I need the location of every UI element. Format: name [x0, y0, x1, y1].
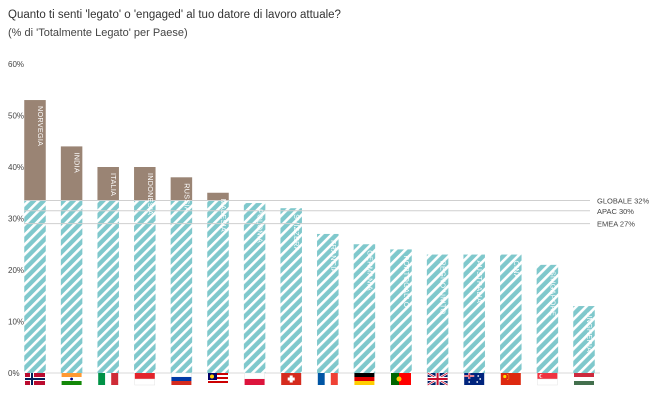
flag-india-icon: [61, 373, 82, 385]
flag-malaysia-icon: [208, 373, 228, 385]
flag-norway-icon: [25, 373, 45, 385]
bar-segment-below: [536, 264, 559, 373]
bar-segment-above: [60, 146, 83, 201]
flag-poland-icon: [244, 372, 265, 385]
bar-germania: [353, 244, 376, 373]
bar-italia: [97, 167, 119, 373]
bar-category-label: AUSTRALIA: [475, 261, 484, 304]
y-tick-label: 60%: [8, 60, 24, 69]
bar-segment-below: [280, 208, 302, 373]
bar-segment-below: [134, 200, 156, 373]
bar-category-label: INDIA: [73, 152, 82, 173]
bar-category-label: PORTOGALLO: [402, 255, 411, 307]
bar-segment-above: [134, 167, 156, 201]
flag-france-icon: [317, 373, 338, 385]
bar-category-label: ITALIA: [109, 173, 118, 196]
bar-segment-below: [97, 200, 119, 373]
bar-category-label: RUSSIA: [182, 183, 191, 212]
bar-segment-below: [426, 254, 449, 373]
bar-category-label: GERMANIA: [365, 250, 374, 291]
bar-segment-below: [463, 254, 485, 373]
flag-portugal-icon: [391, 373, 411, 385]
bar-singapore: [536, 264, 559, 373]
bar-segment-below: [60, 200, 83, 373]
bar-segment-below: [243, 203, 266, 373]
bar-segment-above: [97, 167, 119, 201]
chart-subtitle: (% di 'Totalmente Legato' per Paese): [8, 27, 188, 39]
bar-category-label: REGNO UNITO: [439, 261, 448, 315]
bar-norvegia: [24, 100, 46, 373]
bar-cina: [500, 254, 522, 373]
bar-indonesia: [134, 167, 156, 373]
y-tick-label: 30%: [8, 215, 24, 224]
bar-segment-below: [170, 200, 193, 373]
bar-segment-below: [207, 200, 229, 373]
bar-india: [60, 146, 83, 373]
bar-australia: [463, 254, 485, 373]
chart-title: Quanto ti senti 'legato' o 'engaged' al …: [8, 9, 341, 21]
bar-regno-unito: [426, 254, 449, 373]
bar-segment-below: [317, 233, 339, 373]
bar-francia: [317, 233, 339, 373]
bar-ungheria: [573, 306, 595, 373]
bar-category-label: MALESIA: [219, 199, 228, 232]
bar-category-label: SINGAPORE: [548, 271, 557, 316]
flag-china-icon: [500, 373, 521, 385]
bar-category-label: SVIZZERA: [292, 214, 301, 252]
bar-russia: [170, 177, 193, 373]
bar-category-label: CINA: [512, 261, 521, 279]
bar-category-label: NORVEGIA: [36, 106, 45, 146]
flag-indonesia-icon: [134, 373, 156, 386]
bar-svizzera: [280, 208, 302, 373]
bar-category-label: INDONESIA: [146, 173, 155, 215]
y-tick-label: 40%: [8, 163, 24, 172]
flag-germany-icon: [354, 373, 375, 385]
reference-line-label: GLOBALE 32%: [597, 196, 649, 205]
flag-hungary-icon: [574, 373, 594, 385]
bar-segment-below: [500, 254, 522, 373]
reference-line-label: EMEA 27%: [597, 220, 635, 229]
bar-segment-above: [207, 192, 229, 201]
flag-uk-icon: [426, 371, 449, 387]
bar-portogallo: [390, 249, 412, 373]
y-tick-label: 20%: [8, 266, 24, 275]
bar-category-label: UNGHERIA: [585, 312, 594, 352]
bar-segment-below: [573, 306, 595, 373]
bar-segment-above: [170, 177, 193, 201]
flag-italy-icon: [98, 373, 119, 385]
flag-australia-icon: [464, 373, 485, 385]
flag-russia-icon: [171, 372, 192, 385]
bar-malesia: [207, 192, 229, 373]
bar-segment-below: [24, 200, 46, 373]
y-tick-label: 50%: [8, 112, 24, 121]
bar-segment-above: [24, 100, 46, 201]
y-tick-label: 0%: [8, 369, 20, 378]
bar-polonia: [243, 203, 266, 373]
bar-category-label: POLONIA: [256, 209, 265, 243]
flag-singapore-icon: [537, 373, 558, 386]
flag-switzerland-icon: [281, 373, 302, 385]
reference-line-label: APAC 30%: [597, 207, 634, 216]
bar-segment-below: [353, 244, 376, 373]
bar-segment-below: [390, 249, 412, 373]
bar-category-label: FRANCIA: [329, 240, 338, 274]
y-tick-label: 10%: [8, 318, 24, 327]
